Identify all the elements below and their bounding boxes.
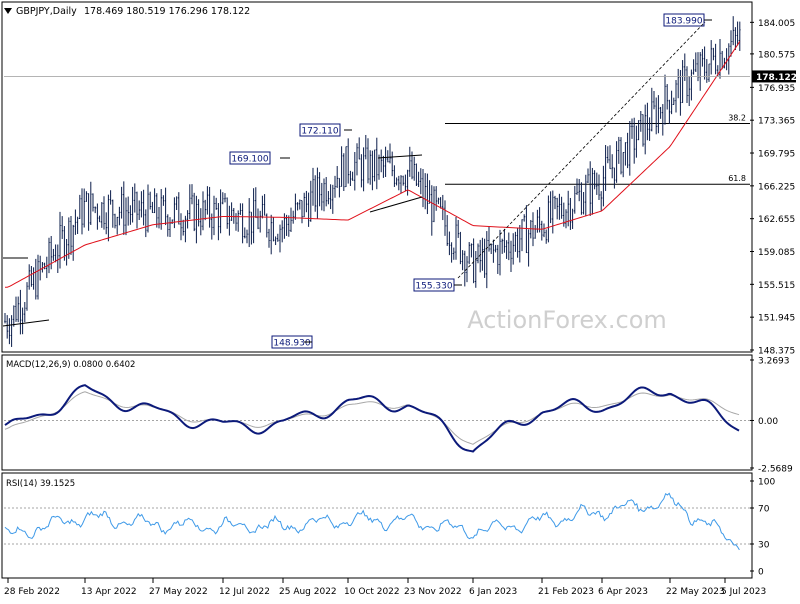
price-tick-label: 151.945 bbox=[758, 314, 795, 324]
rsi-axis: 100 70 30 0 bbox=[750, 478, 775, 578]
chart-header: GBPJPY,Daily 178.469 180.519 176.296 178… bbox=[4, 6, 250, 17]
rsi-label: RSI(14) 39.1525 bbox=[6, 479, 75, 489]
time-tick-label: 13 Apr 2022 bbox=[81, 587, 137, 597]
price-tick-label: 173.365 bbox=[758, 117, 795, 127]
time-tick-label: 10 Oct 2022 bbox=[344, 587, 400, 597]
time-tick-label: 25 Aug 2022 bbox=[279, 587, 337, 597]
time-tick-label: 21 Feb 2023 bbox=[538, 587, 594, 597]
price-annotations: 183.990 172.110 169.100 155.330 148.930 bbox=[2, 13, 712, 349]
swing-label: 169.100 bbox=[231, 155, 268, 165]
macd-tick-label: 3.2693 bbox=[758, 357, 790, 367]
fib-level-label: 61.8 bbox=[728, 174, 746, 183]
time-tick-label: 6 Jan 2023 bbox=[469, 587, 517, 597]
rsi-tick-label: 30 bbox=[758, 541, 770, 551]
current-price-label: 178.122 bbox=[756, 73, 797, 83]
rsi-tick-label: 0 bbox=[758, 568, 764, 578]
macd-tick-label: 0.00 bbox=[758, 417, 778, 427]
price-axis: 184.005 180.575 176.935 173.365 169.795 166.2… bbox=[4, 19, 797, 357]
collapse-arrow-icon[interactable] bbox=[4, 8, 12, 14]
time-axis: 28 Feb 2022 13 Apr 2022 27 May 2022 12 Jul … bbox=[4, 578, 766, 597]
trendline-dashed bbox=[457, 21, 706, 279]
macd-axis: 3.2693 0.00 -2.5689 bbox=[750, 357, 793, 475]
macd-tick-label: -2.5689 bbox=[758, 465, 793, 475]
price-tick-label: 159.085 bbox=[758, 248, 795, 258]
triangle-line-lower bbox=[369, 196, 423, 213]
price-tick-label: 184.005 bbox=[758, 19, 795, 29]
price-tick-label: 169.795 bbox=[758, 150, 795, 160]
price-tick-label: 176.935 bbox=[758, 84, 795, 94]
swing-label: 183.990 bbox=[665, 17, 702, 27]
symbol-label: GBPJPY,Daily bbox=[16, 6, 77, 17]
current-price-box bbox=[752, 70, 796, 83]
rsi-panel bbox=[4, 492, 750, 551]
time-tick-label: 12 Jul 2022 bbox=[219, 587, 270, 597]
macd-signal-line bbox=[4, 391, 740, 445]
price-tick-label: 148.375 bbox=[758, 347, 795, 357]
macd-line bbox=[4, 384, 740, 453]
macd-panel bbox=[4, 384, 750, 453]
rsi-line bbox=[4, 492, 740, 551]
macd-label: MACD(12,26,9) 0.0800 0.6402 bbox=[6, 360, 135, 370]
time-tick-label: 22 May 2023 bbox=[666, 587, 725, 597]
swing-label: 148.930 bbox=[273, 339, 310, 349]
swing-label: 155.330 bbox=[415, 282, 452, 292]
time-tick-label: 5 Jul 2023 bbox=[721, 587, 766, 597]
time-tick-label: 27 May 2022 bbox=[149, 587, 208, 597]
watermark: ActionForex.com bbox=[467, 306, 667, 334]
moving-average bbox=[5, 41, 741, 288]
channel-line-low bbox=[2, 319, 50, 327]
time-tick-label: 6 Apr 2023 bbox=[598, 587, 648, 597]
rsi-tick-label: 70 bbox=[758, 505, 770, 515]
time-tick-label: 28 Feb 2022 bbox=[4, 587, 60, 597]
rsi-panel-frame bbox=[1, 472, 753, 579]
ma-line bbox=[5, 41, 741, 288]
swing-label-box bbox=[299, 123, 341, 137]
triangle-line-upper bbox=[377, 154, 423, 159]
price-tick-label: 166.225 bbox=[758, 182, 795, 192]
price-tick-label: 162.655 bbox=[758, 215, 795, 225]
price-tick-label: 180.575 bbox=[758, 50, 795, 60]
swing-label-box bbox=[229, 151, 271, 165]
price-candles bbox=[4, 16, 741, 347]
ohlc-values: 178.469 180.519 176.296 178.122 bbox=[84, 6, 250, 17]
macd-panel-frame bbox=[1, 354, 753, 471]
swing-label: 172.110 bbox=[301, 127, 338, 137]
rsi-tick-label: 100 bbox=[758, 478, 775, 488]
fib-level-label: 38.2 bbox=[728, 114, 746, 123]
time-tick-label: 23 Nov 2022 bbox=[404, 587, 462, 597]
price-tick-label: 155.515 bbox=[758, 281, 795, 291]
